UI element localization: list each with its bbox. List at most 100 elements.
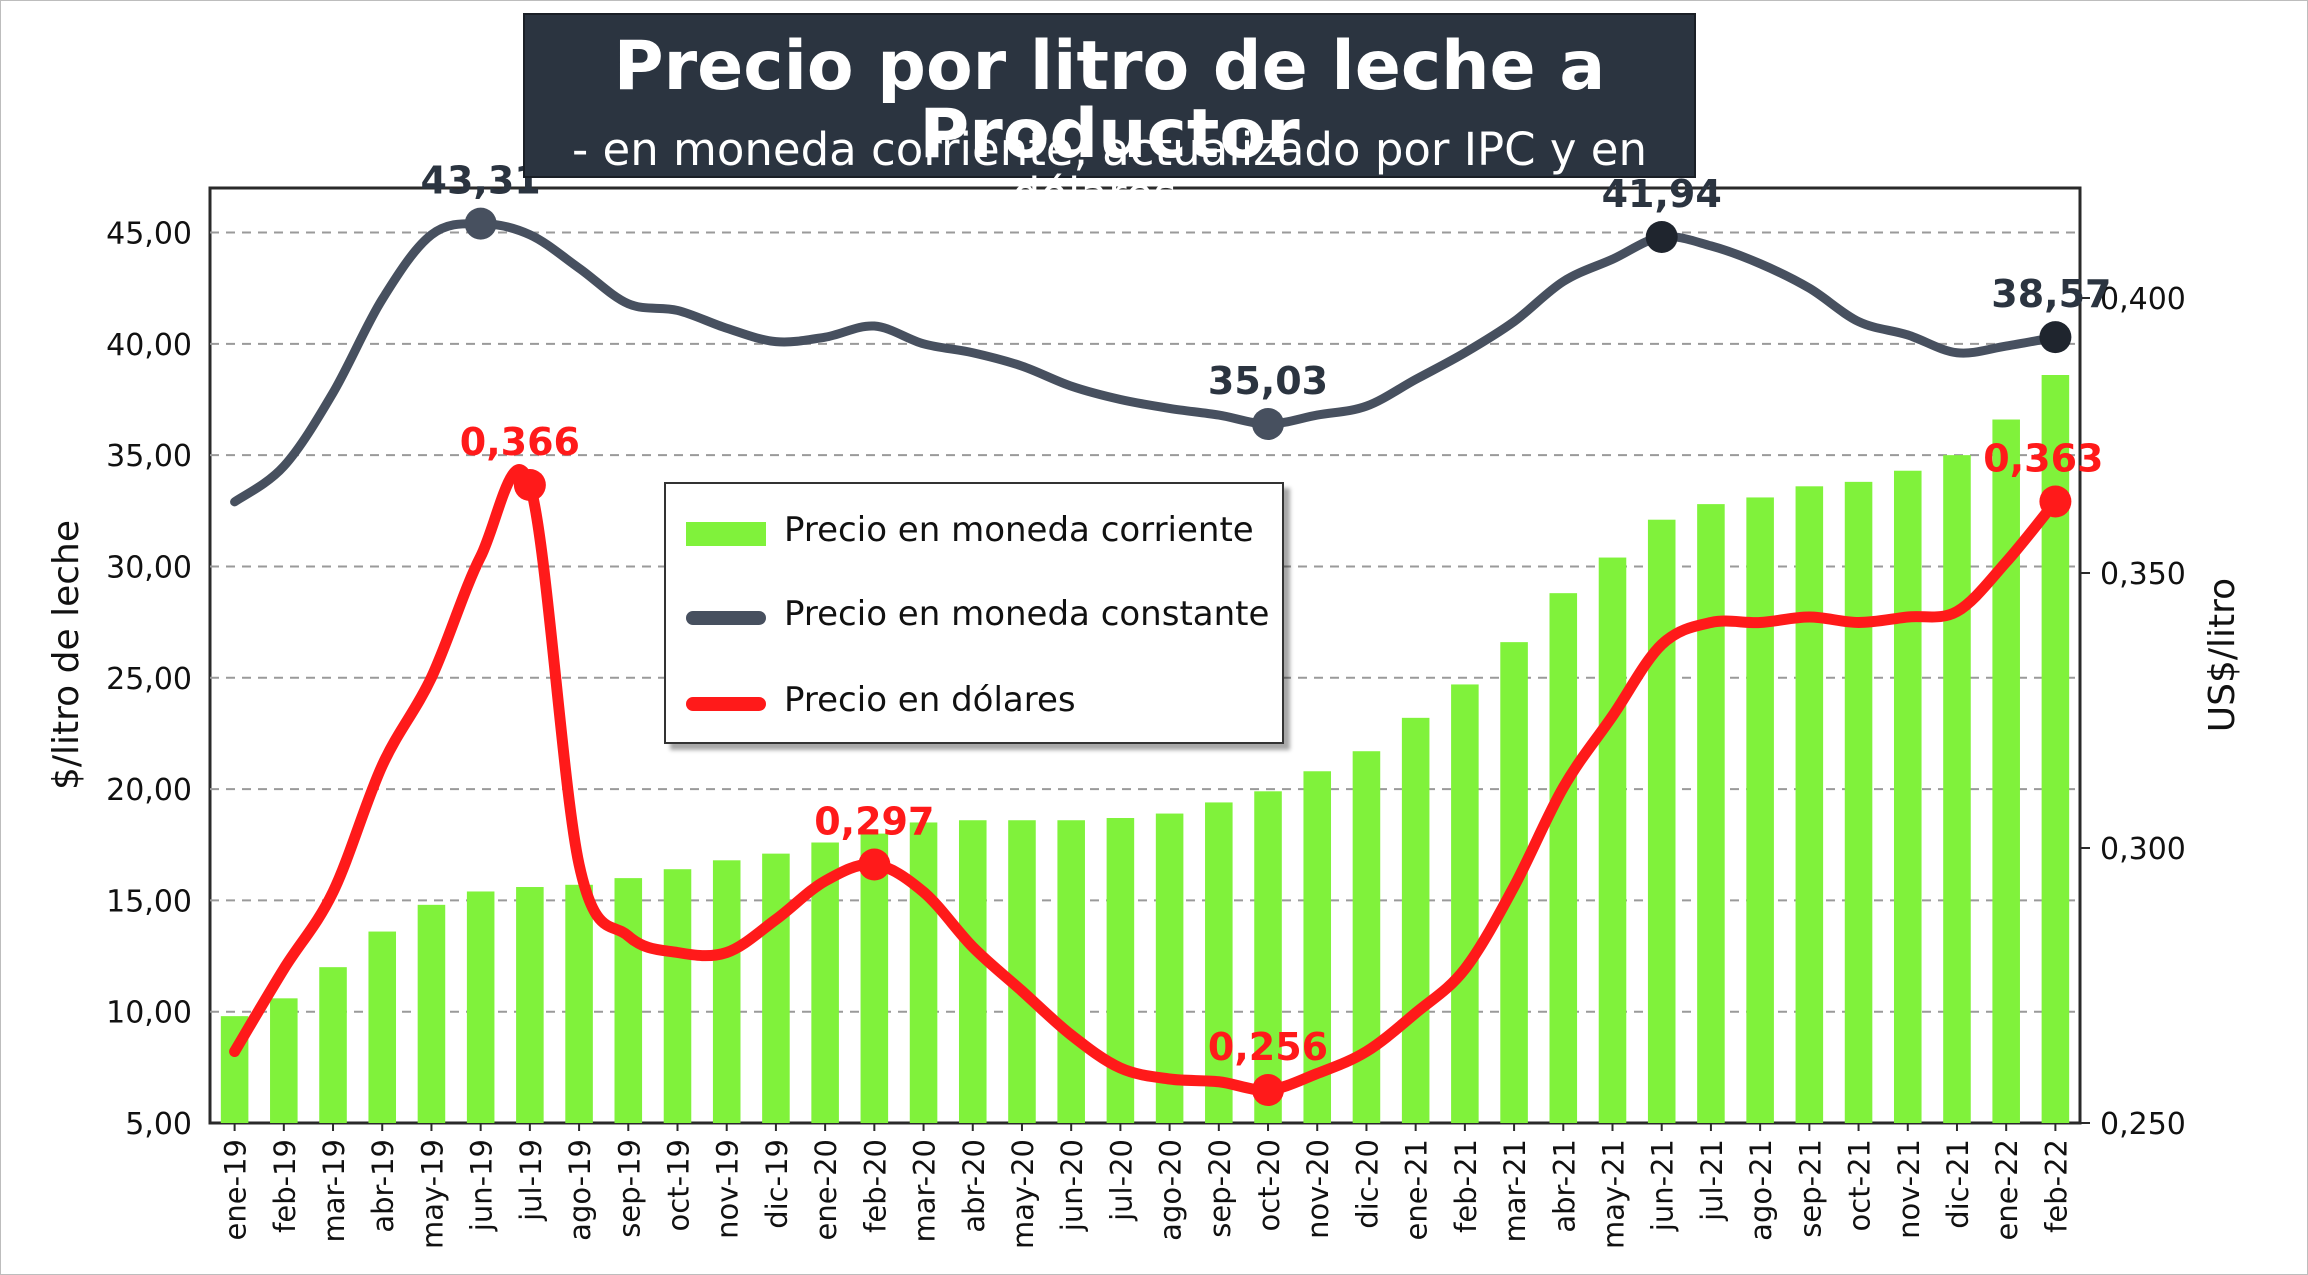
- bar-series-current-price: [220, 375, 2070, 1124]
- x-tick-label: feb-19: [268, 1139, 302, 1233]
- legend-swatch-line-constant: [686, 611, 766, 625]
- x-tick-label: jul-19: [514, 1139, 548, 1222]
- data-label-feb-20: 0,297: [814, 800, 934, 844]
- x-tick-label: jul-20: [1104, 1139, 1138, 1222]
- title-box: Precio por litro de leche a Productor - …: [523, 13, 1696, 217]
- bar-feb-19: [270, 998, 298, 1123]
- y-tick-left-label: 45,00: [106, 217, 192, 252]
- marker-feb-20: [858, 848, 891, 881]
- x-tick-label: oct-20: [1252, 1139, 1286, 1231]
- legend-label: Precio en moneda corriente: [784, 510, 1254, 550]
- x-tick-label: nov-19: [711, 1139, 745, 1239]
- data-label-feb-22: 38,57: [1991, 272, 2111, 316]
- x-tick-label: jun-19: [465, 1139, 499, 1232]
- bar-ene-21: [1401, 717, 1430, 1123]
- legend-label: Precio en dólares: [784, 680, 1076, 720]
- x-tick-label: jul-21: [1695, 1139, 1729, 1222]
- bar-abr-20: [958, 820, 987, 1123]
- y-tick-left-label: 30,00: [106, 550, 192, 585]
- x-tick-label: ago-20: [1154, 1139, 1188, 1241]
- x-tick-label: nov-20: [1301, 1139, 1335, 1239]
- bar-feb-21: [1451, 684, 1479, 1123]
- y-axis-right: 0,250 0,300 0,350 0,400: [2080, 282, 2186, 1142]
- x-tick-label: nov-21: [1892, 1139, 1926, 1239]
- x-tick-label: dic-19: [760, 1139, 794, 1229]
- bar-ago-21: [1746, 497, 1774, 1123]
- bar-dic-20: [1352, 751, 1381, 1123]
- x-tick-label: jun-21: [1646, 1139, 1680, 1232]
- data-label-oct-20: 0,256: [1208, 1025, 1328, 1069]
- marker-jun-19: [464, 207, 497, 240]
- bar-ago-19: [565, 884, 593, 1123]
- x-tick-label: feb-20: [858, 1139, 892, 1233]
- y-tick-left-label: 25,00: [106, 662, 192, 697]
- x-tick-label: sep-21: [1793, 1139, 1827, 1238]
- x-tick-label: oct-21: [1843, 1139, 1877, 1231]
- y-axis-left: 5,00 10,00 15,00 20,00 25,00 30,00 35,00 40,00 4…: [106, 217, 192, 1142]
- x-tick-label: jun-20: [1055, 1139, 1089, 1232]
- bar-sep-20: [1205, 802, 1233, 1123]
- bar-jul-19: [516, 887, 544, 1123]
- x-tick-label: feb-22: [2039, 1139, 2073, 1233]
- x-tick-label: abr-20: [957, 1139, 991, 1233]
- line-constant-price: [230, 219, 2060, 507]
- bar-mar-20: [909, 822, 938, 1123]
- x-tick-label: abr-19: [366, 1139, 400, 1233]
- bar-jun-20: [1057, 820, 1085, 1123]
- x-tick-label: feb-21: [1449, 1139, 1483, 1233]
- x-tick-label: ene-19: [219, 1139, 253, 1240]
- y-axis-right-title: US$/litro: [2202, 578, 2243, 732]
- bar-jul-21: [1697, 504, 1725, 1124]
- y-tick-right-label: 0,400: [2100, 282, 2186, 317]
- data-label-jun-21: 41,94: [1602, 172, 1722, 216]
- data-labels: 43,31 35,03 41,94 38,57 0,366 0,297 0,256 0,363: [421, 159, 2111, 1106]
- marker-jun-21: [1645, 220, 1678, 253]
- line-dollar-price: [229, 464, 2061, 1096]
- legend-swatch-bar: [686, 522, 766, 546]
- bar-dic-19: [762, 853, 790, 1123]
- y-tick-right-label: 0,350: [2100, 557, 2186, 592]
- data-label-jun-19: 43,31: [421, 159, 541, 203]
- bar-mar-19: [319, 967, 347, 1123]
- bar-nov-19: [712, 860, 741, 1123]
- x-tick-label: mar-20: [908, 1139, 942, 1242]
- marker-oct-20: [1252, 1074, 1285, 1106]
- bar-jun-19: [466, 891, 495, 1123]
- y-axis-left-title: $/litro de leche: [46, 520, 87, 790]
- x-tick-label: sep-19: [612, 1139, 646, 1238]
- x-tick-label: sep-20: [1203, 1139, 1237, 1238]
- legend-item-dollar: Precio en dólares: [666, 670, 1282, 730]
- legend-item-constant: Precio en moneda constante: [666, 584, 1282, 644]
- bar-oct-21: [1844, 481, 1873, 1123]
- y-tick-left-label: 40,00: [106, 328, 192, 363]
- bar-dic-21: [1943, 455, 1971, 1124]
- bar-oct-19: [663, 869, 692, 1123]
- marker-feb-22: [2039, 485, 2072, 518]
- bar-ago-20: [1155, 813, 1184, 1123]
- chart-title: Precio por litro de leche a Productor: [613, 27, 1606, 174]
- legend: Precio en moneda corriente Precio en mon…: [664, 482, 1284, 744]
- data-label-jul-19: 0,366: [460, 420, 580, 464]
- x-tick-label: oct-19: [662, 1139, 696, 1231]
- bar-may-21: [1598, 557, 1627, 1123]
- x-tick-label: ene-21: [1400, 1139, 1434, 1240]
- x-tick-label: may-20: [1006, 1139, 1040, 1249]
- x-tick-label: dic-21: [1941, 1139, 1975, 1229]
- x-tick-label: mar-21: [1498, 1139, 1532, 1242]
- legend-label: Precio en moneda constante: [784, 594, 1270, 634]
- bar-abr-19: [368, 931, 397, 1123]
- x-tick-label: mar-19: [317, 1139, 351, 1242]
- x-tick-label: may-19: [415, 1139, 449, 1249]
- x-tick-label: abr-21: [1547, 1139, 1581, 1233]
- y-tick-left-label: 5,00: [125, 1107, 192, 1142]
- x-tick-label: ene-20: [809, 1139, 843, 1240]
- line-series-dollar-price: [229, 464, 2061, 1096]
- bar-may-19: [417, 904, 446, 1123]
- bar-ene-22: [1992, 419, 2020, 1123]
- x-axis: ene-19 feb-19 mar-19 abr-19 may-19 jun-19 jul-…: [219, 1123, 2073, 1249]
- x-tick-label: may-21: [1597, 1139, 1631, 1249]
- data-label-feb-22: 0,363: [1983, 437, 2103, 481]
- bar-nov-21: [1893, 470, 1922, 1123]
- data-label-oct-20: 35,03: [1208, 359, 1328, 403]
